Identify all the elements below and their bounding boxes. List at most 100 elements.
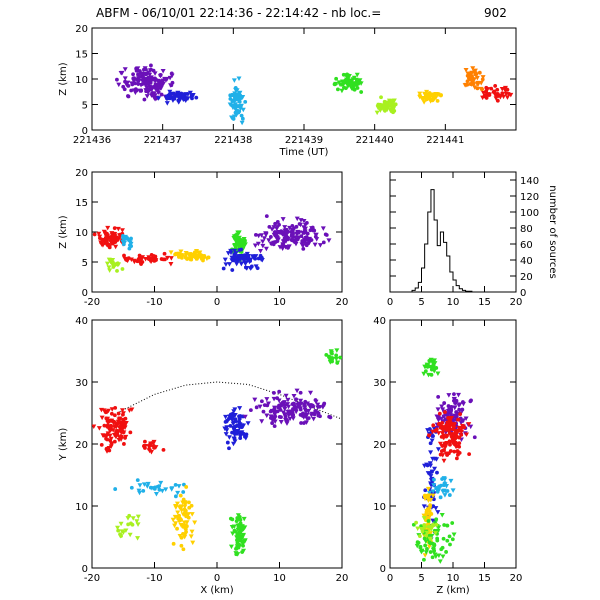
source-point	[437, 421, 441, 426]
source-point	[322, 401, 327, 406]
source-point	[243, 436, 249, 441]
source-point	[499, 87, 505, 92]
source-point	[435, 371, 441, 376]
source-point	[239, 430, 245, 435]
source-point	[502, 85, 508, 91]
source-point	[301, 411, 305, 416]
source-point	[435, 529, 441, 534]
source-point	[120, 239, 126, 245]
source-point	[474, 75, 480, 81]
y-tick-label: 140	[520, 176, 539, 187]
source-point	[156, 90, 161, 94]
source-point	[96, 231, 102, 237]
source-point	[240, 116, 245, 121]
source-point	[421, 100, 427, 105]
source-point	[445, 433, 449, 438]
source-point	[152, 444, 157, 449]
source-point	[233, 85, 238, 90]
source-point	[136, 257, 141, 261]
source-point	[430, 495, 436, 501]
source-point	[230, 103, 235, 108]
source-point	[424, 512, 430, 518]
source-point	[116, 411, 121, 416]
source-point	[432, 552, 438, 558]
source-point	[235, 236, 240, 240]
source-point	[232, 407, 238, 412]
source-point	[280, 246, 286, 252]
source-point	[123, 436, 127, 440]
source-point	[233, 112, 239, 118]
source-point	[467, 452, 472, 457]
source-point	[224, 425, 230, 430]
source-point	[148, 450, 154, 455]
source-point	[434, 457, 440, 462]
source-point	[169, 486, 175, 491]
source-point	[173, 505, 179, 510]
source-point	[229, 255, 235, 261]
source-point	[237, 416, 242, 421]
source-point	[132, 88, 138, 93]
source-point	[231, 78, 237, 83]
source-point	[134, 519, 140, 524]
source-point	[439, 483, 443, 488]
source-point	[176, 251, 182, 257]
source-point	[173, 521, 179, 526]
histogram-bar	[453, 280, 456, 292]
source-point	[122, 253, 126, 258]
source-point	[115, 261, 120, 266]
source-point	[149, 63, 153, 68]
source-point	[431, 483, 437, 488]
histogram-outline	[390, 189, 516, 293]
source-point	[308, 390, 314, 396]
source-point	[430, 456, 436, 462]
source-point	[447, 417, 453, 422]
source-point	[282, 405, 288, 410]
source-point	[444, 550, 448, 554]
source-point	[415, 540, 420, 545]
source-point	[445, 523, 450, 528]
source-point	[135, 522, 141, 527]
y-tick-label: 20	[75, 24, 88, 35]
source-point	[227, 446, 231, 451]
source-point	[274, 233, 279, 238]
source-point	[344, 73, 349, 77]
source-point	[175, 510, 181, 515]
source-point	[233, 102, 239, 107]
source-point	[188, 252, 194, 258]
source-point	[122, 67, 128, 72]
source-point	[438, 93, 443, 98]
source-point	[440, 554, 446, 560]
x-tick-label: -10	[146, 297, 162, 308]
y-tick-label: 40	[373, 316, 386, 327]
source-point	[464, 432, 470, 437]
source-point	[204, 256, 210, 262]
source-point	[142, 80, 147, 85]
source-point	[326, 238, 332, 243]
source-point	[235, 513, 241, 518]
source-point	[433, 531, 439, 536]
source-point	[264, 397, 270, 402]
y-tick-label: 15	[75, 198, 88, 209]
source-point	[138, 71, 143, 76]
x-tick-label: -20	[84, 297, 100, 308]
source-point	[440, 431, 446, 436]
source-point	[330, 359, 334, 364]
source-point	[248, 408, 253, 413]
source-point	[428, 463, 434, 469]
source-point	[112, 413, 117, 418]
source-point	[377, 108, 383, 113]
source-point	[428, 441, 433, 446]
source-point	[125, 516, 131, 521]
source-point	[293, 406, 299, 412]
source-point	[108, 444, 114, 449]
source-point	[254, 405, 259, 410]
source-point	[129, 88, 134, 93]
source-point	[439, 404, 445, 410]
source-point	[105, 418, 111, 424]
plan-view-points	[92, 348, 342, 557]
source-point	[183, 251, 189, 256]
source-point	[189, 512, 195, 517]
source-point	[101, 408, 107, 413]
histogram-bar	[459, 289, 462, 292]
